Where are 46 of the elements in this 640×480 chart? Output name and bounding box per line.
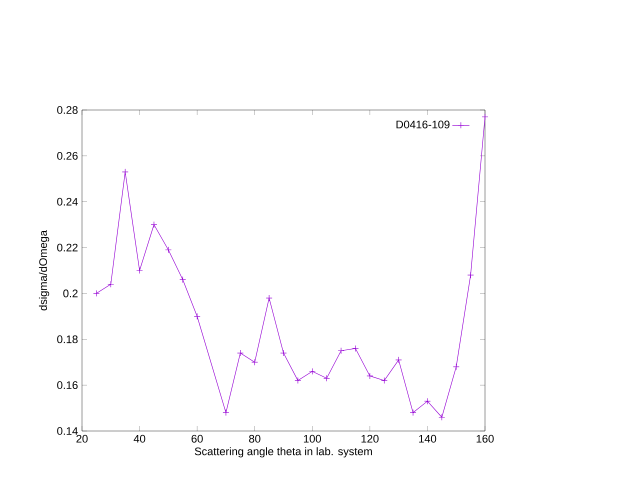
- x-tick-label: 100: [304, 434, 322, 443]
- x-axis-title: Scattering angle theta in lab. system: [194, 447, 372, 458]
- point: [179, 276, 186, 283]
- y-tick-label: 0.22: [57, 244, 78, 252]
- x-tick-label: 140: [419, 434, 436, 443]
- point: [380, 377, 388, 384]
- y-axis-title: dsigma/dOmega: [38, 230, 50, 310]
- point: [165, 246, 172, 254]
- y-tick-label: 0.16: [57, 381, 78, 390]
- x-tick-label: 40: [134, 434, 146, 443]
- point: [237, 350, 244, 356]
- y-tick-label: 0.24: [57, 198, 78, 206]
- point: [366, 372, 374, 380]
- point: [150, 221, 158, 228]
- y-tick-label: 0.2: [63, 290, 78, 298]
- point: [395, 356, 402, 364]
- point: [338, 347, 344, 354]
- point: [266, 294, 272, 302]
- y-tick-label: 0.28: [57, 106, 78, 114]
- point: [323, 374, 330, 382]
- y-tick-label: 0.18: [57, 335, 78, 344]
- point: [93, 290, 100, 297]
- point: [107, 280, 114, 288]
- point: [352, 345, 359, 352]
- point: [482, 114, 488, 120]
- point: [194, 313, 200, 320]
- point: [122, 168, 128, 176]
- point: [251, 358, 258, 366]
- point: [424, 398, 431, 404]
- point: [467, 272, 474, 278]
- x-tick-label: 20: [76, 434, 88, 443]
- x-tick-label: 120: [362, 434, 379, 443]
- point: [222, 409, 230, 416]
- point: [438, 414, 446, 421]
- y-tick-label: 0.26: [57, 152, 78, 160]
- point: [410, 409, 416, 416]
- point: [452, 364, 460, 370]
- legend-label: D0416-109: [396, 120, 450, 128]
- y-tick-label: 0.14: [57, 427, 78, 435]
- point: [294, 377, 302, 384]
- point: [280, 350, 287, 356]
- x-tick-label: 60: [192, 434, 203, 443]
- x-tick-label: 80: [249, 434, 260, 443]
- x-tick-label: 160: [476, 434, 494, 443]
- point: [136, 267, 143, 274]
- point: [308, 368, 316, 375]
